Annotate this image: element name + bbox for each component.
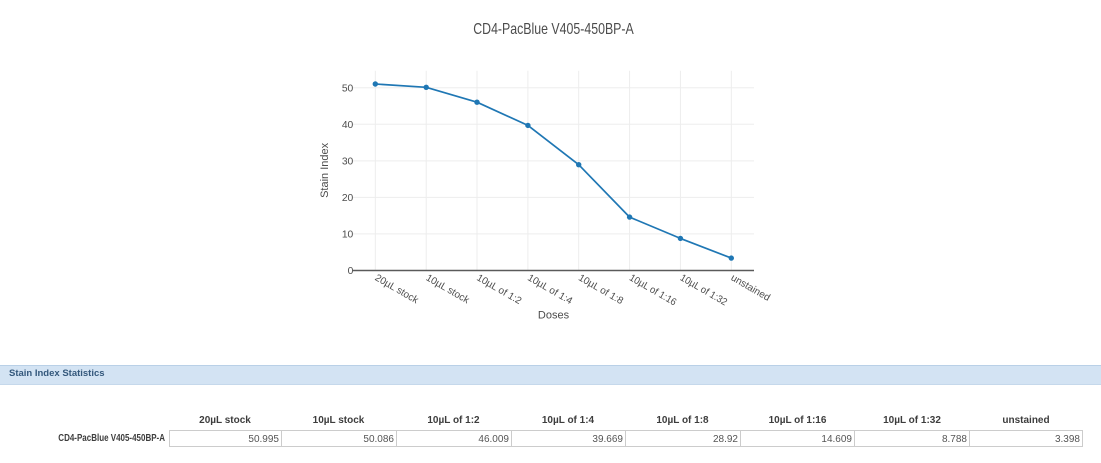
svg-text:10µL of 1:4: 10µL of 1:4 — [525, 273, 574, 308]
svg-text:50: 50 — [342, 83, 354, 94]
svg-text:10µL of 1:32: 10µL of 1:32 — [678, 273, 729, 309]
svg-text:unstained: unstained — [729, 273, 772, 304]
svg-text:10: 10 — [342, 229, 354, 240]
svg-text:CD4-PacBlue V405-450BP-A: CD4-PacBlue V405-450BP-A — [473, 21, 634, 38]
svg-text:20: 20 — [342, 193, 354, 204]
svg-text:Stain Index: Stain Index — [319, 142, 331, 198]
svg-text:10µL stock: 10µL stock — [424, 273, 472, 307]
svg-text:Doses: Doses — [538, 310, 570, 322]
svg-text:40: 40 — [342, 120, 354, 131]
svg-text:10µL of 1:2: 10µL of 1:2 — [475, 273, 524, 308]
svg-text:10µL of 1:16: 10µL of 1:16 — [627, 273, 678, 309]
svg-text:30: 30 — [342, 156, 354, 167]
svg-text:10µL of 1:8: 10µL of 1:8 — [576, 273, 625, 308]
svg-text:20µL stock: 20µL stock — [373, 273, 421, 307]
svg-text:0: 0 — [348, 266, 354, 277]
